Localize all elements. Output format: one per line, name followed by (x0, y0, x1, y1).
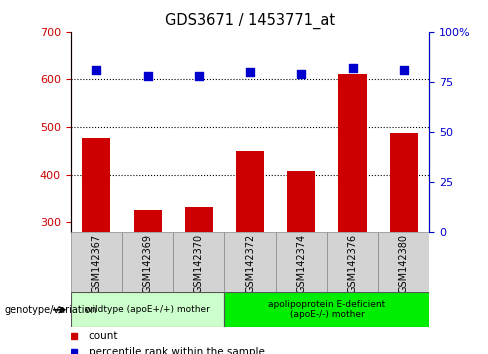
Point (298, 71, 305, 77)
Bar (71, 232, 122, 292)
Bar (224, 232, 276, 292)
Point (144, 73, 152, 79)
Title: GDS3671 / 1453771_at: GDS3671 / 1453771_at (165, 13, 335, 29)
Bar (173, 232, 224, 292)
Bar (82, 138, 110, 232)
Point (349, 65, 357, 71)
Point (400, 67, 408, 73)
Text: genotype/variation: genotype/variation (5, 305, 98, 315)
Bar (122, 232, 173, 292)
Bar (287, 171, 315, 232)
Point (246, 69, 254, 75)
Bar (134, 210, 162, 232)
Text: percentile rank within the sample: percentile rank within the sample (89, 347, 264, 354)
Bar (71, 292, 224, 327)
Text: GSM142374: GSM142374 (296, 234, 306, 293)
Bar (378, 232, 429, 292)
Bar (327, 232, 378, 292)
Text: count: count (89, 331, 118, 341)
Text: GSM142370: GSM142370 (194, 234, 204, 293)
Point (93, 67, 101, 73)
Text: apolipoprotein E-deficient
(apoE-/-) mother: apolipoprotein E-deficient (apoE-/-) mot… (268, 300, 386, 319)
Text: GSM142372: GSM142372 (245, 234, 255, 293)
Point (195, 73, 203, 79)
Text: GSM142380: GSM142380 (399, 234, 409, 293)
Bar (276, 232, 327, 292)
Bar (390, 133, 418, 232)
Bar (185, 207, 213, 232)
Text: GSM142376: GSM142376 (347, 234, 358, 293)
Text: GSM142369: GSM142369 (142, 234, 153, 293)
Text: wildtype (apoE+/+) mother: wildtype (apoE+/+) mother (85, 305, 210, 314)
Bar (236, 151, 264, 232)
Bar (224, 292, 429, 327)
Text: GSM142367: GSM142367 (91, 234, 102, 293)
Bar (339, 74, 366, 232)
